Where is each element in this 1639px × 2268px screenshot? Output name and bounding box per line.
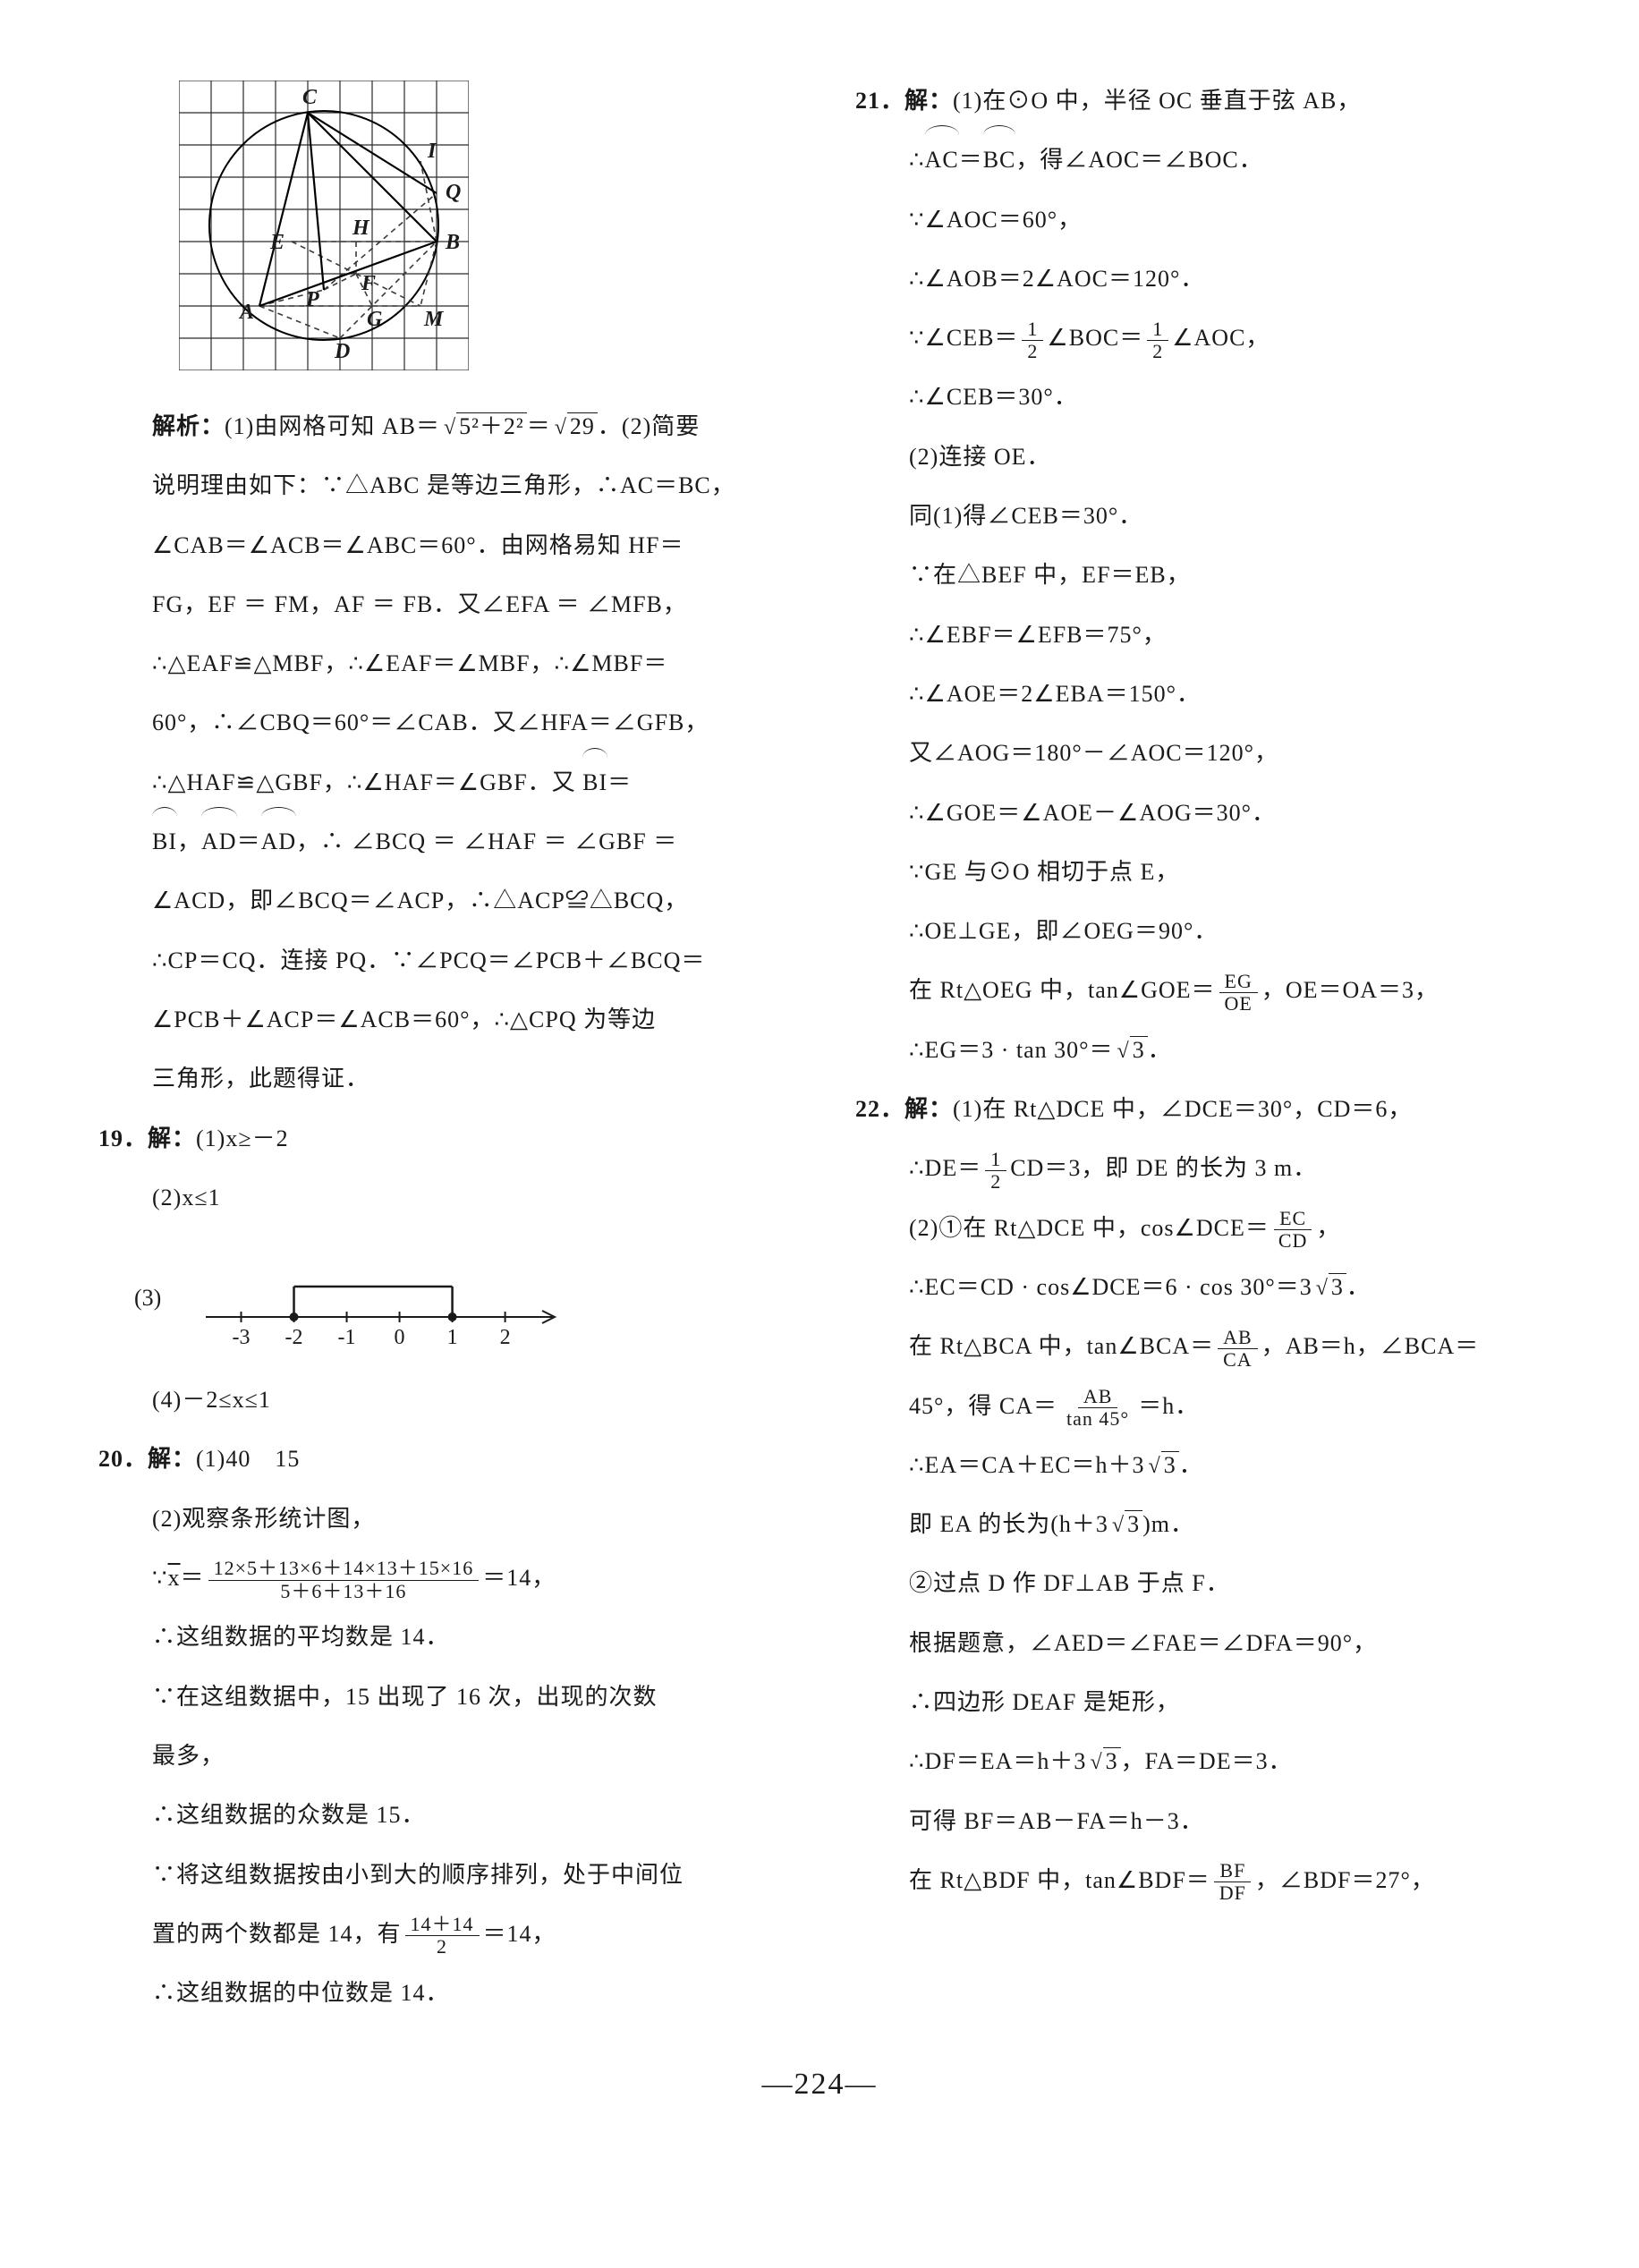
svg-text:1: 1 [447, 1326, 458, 1349]
grid-figure: C IQ B E H P F A G M D [179, 81, 469, 370]
circle-grid-figure: C IQ B E H P F A G M D [98, 72, 784, 397]
text-line: 21．解：(1)在⊙O 中，半径 OC 垂直于弦 AB， [855, 72, 1541, 131]
text-line: 19．解：(1)x≥－2 [98, 1109, 784, 1168]
text-line: 在 Rt△OEG 中，tan∠GOE＝EGOE，OE＝OA＝3， [855, 961, 1541, 1020]
svg-text:D: D [334, 340, 350, 363]
svg-text:C: C [302, 86, 318, 109]
text-line: ∴这组数据的平均数是 14． [98, 1608, 784, 1667]
text-line: ∴∠AOE＝2∠EBA＝150°． [855, 665, 1541, 724]
svg-text:-2: -2 [285, 1326, 303, 1349]
text-line: 20．解：(1)40 15 [98, 1430, 784, 1489]
text-line: 根据题意，∠AED＝∠FAE＝∠DFA＝90°， [855, 1614, 1541, 1673]
text-line: ∴EG＝3 · tan 30°＝3． [855, 1021, 1541, 1080]
text-line: FG，EF ＝ FM，AF ＝ FB．又∠EFA ＝ ∠MFB， [98, 575, 784, 634]
svg-text:H: H [352, 217, 370, 240]
svg-text:G: G [367, 308, 383, 331]
text-line: 45°，得 CA＝ABtan 45°＝h． [855, 1377, 1541, 1436]
text-line: 三角形，此题得证． [98, 1049, 784, 1109]
text-line: ∴DE＝12CD＝3，即 DE 的长为 3 m． [855, 1139, 1541, 1198]
number-line: (3)-3-2-1012 [98, 1227, 784, 1371]
text-line: ∴EC＝CD · cos∠DCE＝6 · cos 30°＝33． [855, 1258, 1541, 1317]
text-line: 60°，∴∠CBQ＝60°＝∠CAB．又∠HFA＝∠GFB， [98, 693, 784, 752]
text-line: ∴CP＝CQ．连接 PQ．∵∠PCQ＝∠PCB＋∠BCQ＝ [98, 931, 784, 990]
text-line: ∵∠AOC＝60°， [855, 191, 1541, 250]
text-line: ∴DF＝EA＝h＋33，FA＝DE＝3． [855, 1732, 1541, 1791]
text-line: 在 Rt△BDF 中，tan∠BDF＝BFDF，∠BDF＝27°， [855, 1851, 1541, 1910]
page-number: —224— [98, 2068, 1541, 2102]
text-line: ∴这组数据的众数是 15． [98, 1786, 784, 1845]
left-column: C IQ B E H P F A G M D 解析：(1)由网格可知 AB＝5²＋2²＝29．(2)简… [98, 72, 784, 2023]
text-line: ∴OE⊥GE，即∠OEG＝90°． [855, 902, 1541, 961]
svg-text:Q: Q [446, 181, 461, 204]
text-line: 在 Rt△BCA 中，tan∠BCA＝ABCA，AB＝h，∠BCA＝ [855, 1317, 1541, 1376]
text-line: ∴EA＝CA＋EC＝h＋33． [855, 1436, 1541, 1495]
svg-text:B: B [445, 231, 460, 254]
text-line: 同(1)得∠CEB＝30°． [855, 487, 1541, 546]
svg-text:F: F [361, 272, 376, 295]
svg-text:0: 0 [395, 1326, 405, 1349]
svg-text:E: E [269, 231, 284, 254]
text-line: ∵x＝12×5＋13×6＋14×13＋15×165＋6＋13＋16＝14， [98, 1549, 784, 1608]
svg-text:A: A [238, 301, 254, 324]
svg-text:I: I [427, 140, 437, 163]
text-line: ∠CAB＝∠ACB＝∠ABC＝60°．由网格易知 HF＝ [98, 516, 784, 575]
text-line: ∵GE 与⊙O 相切于点 E， [855, 843, 1541, 902]
text-line: ∴△HAF≌△GBF，∴∠HAF＝∠GBF．又 BI＝ [98, 753, 784, 812]
right-column: 21．解：(1)在⊙O 中，半径 OC 垂直于弦 AB，∴AC＝BC，得∠AOC… [855, 72, 1541, 2023]
text-line: ∴∠CEB＝30°． [855, 368, 1541, 427]
text-line: ∴这组数据的中位数是 14． [98, 1964, 784, 2023]
text-line: ∵∠CEB＝12∠BOC＝12∠AOC， [855, 309, 1541, 368]
svg-text:-3: -3 [233, 1326, 251, 1349]
text-line: ②过点 D 作 DF⊥AB 于点 F． [855, 1554, 1541, 1613]
text-line: ∴∠GOE＝∠AOE－∠AOG＝30°． [855, 784, 1541, 843]
text-line: ∵在这组数据中，15 出现了 16 次，出现的次数 [98, 1668, 784, 1727]
text-line: (2)x≤1 [98, 1168, 784, 1227]
svg-text:-1: -1 [338, 1326, 356, 1349]
text-line: ∴△EAF≌△MBF，∴∠EAF＝∠MBF，∴∠MBF＝ [98, 634, 784, 693]
text-line: BI，AD＝AD，∴ ∠BCQ ＝ ∠HAF ＝ ∠GBF ＝ [98, 812, 784, 871]
text-line: 最多， [98, 1727, 784, 1786]
text-line: (2)连接 OE． [855, 428, 1541, 487]
text-line: ∴∠AOB＝2∠AOC＝120°． [855, 250, 1541, 309]
text-line: (2)①在 Rt△DCE 中，cos∠DCE＝ECCD， [855, 1199, 1541, 1258]
text-line: (4)－2≤x≤1 [98, 1371, 784, 1430]
svg-text:P: P [305, 288, 319, 311]
text-line: 可得 BF＝AB－FA＝h－3． [855, 1792, 1541, 1851]
text-line: 即 EA 的长为(h＋33)m． [855, 1495, 1541, 1554]
text-line: (2)观察条形统计图， [98, 1490, 784, 1549]
text-line: 又∠AOG＝180°－∠AOC＝120°， [855, 724, 1541, 783]
svg-text:M: M [423, 308, 445, 331]
text-line: 说明理由如下：∵△ABC 是等边三角形，∴AC＝BC， [98, 456, 784, 515]
text-line: ∠PCB＋∠ACP＝∠ACB＝60°，∴△CPQ 为等边 [98, 990, 784, 1049]
text-line: ∵将这组数据按由小到大的顺序排列，处于中间位 [98, 1846, 784, 1905]
text-line: ∴四边形 DEAF 是矩形， [855, 1673, 1541, 1732]
text-line: ∴AC＝BC，得∠AOC＝∠BOC． [855, 131, 1541, 190]
text-line: 22．解：(1)在 Rt△DCE 中，∠DCE＝30°，CD＝6， [855, 1080, 1541, 1139]
number-line-figure: -3 -2 -1 0 1 2 [188, 1272, 564, 1353]
text-line: ∴∠EBF＝∠EFB＝75°， [855, 606, 1541, 665]
text-line: 置的两个数都是 14，有14＋142＝14， [98, 1905, 784, 1964]
text-line: ∵在△BEF 中，EF＝EB， [855, 546, 1541, 605]
text-line: ∠ACD，即∠BCQ＝∠ACP，∴△ACP≌△BCQ， [98, 871, 784, 930]
svg-text:2: 2 [500, 1326, 511, 1349]
text-line: 解析：(1)由网格可知 AB＝5²＋2²＝29．(2)简要 [98, 397, 784, 456]
